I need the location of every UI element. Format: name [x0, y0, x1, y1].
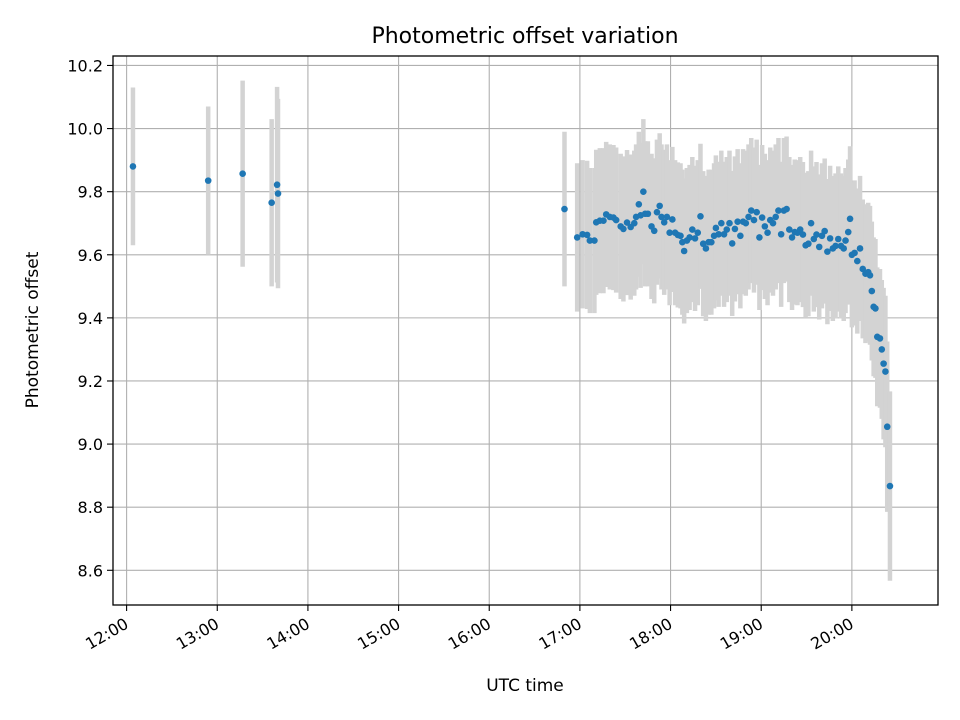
- data-point: [669, 216, 676, 223]
- y-tick-label: 9.0: [78, 435, 103, 454]
- y-tick-label: 8.8: [78, 498, 103, 517]
- data-point: [827, 235, 834, 242]
- data-point: [274, 181, 281, 188]
- data-point: [561, 206, 568, 213]
- y-tick-label: 10.2: [67, 56, 103, 75]
- y-tick-label: 9.4: [78, 309, 103, 328]
- data-point: [130, 163, 137, 170]
- data-point: [737, 233, 744, 240]
- data-point: [808, 220, 815, 227]
- data-point: [239, 170, 246, 177]
- data-point: [743, 220, 750, 227]
- data-point: [703, 245, 710, 252]
- data-point: [759, 214, 766, 221]
- data-point: [835, 236, 842, 243]
- data-point: [723, 226, 730, 233]
- data-point: [640, 188, 647, 195]
- data-point: [636, 201, 643, 208]
- data-point: [805, 240, 812, 247]
- data-point: [857, 245, 864, 252]
- data-point: [884, 423, 891, 430]
- y-tick-label: 9.2: [78, 372, 103, 391]
- data-point: [840, 245, 847, 252]
- data-point: [872, 305, 879, 312]
- data-point: [854, 258, 861, 265]
- data-point: [692, 235, 699, 242]
- y-tick-label: 10.0: [67, 120, 103, 139]
- data-point: [694, 229, 701, 236]
- data-point: [867, 272, 874, 279]
- data-point: [726, 220, 733, 227]
- data-point: [813, 231, 820, 238]
- data-point: [620, 226, 627, 233]
- data-point: [756, 234, 763, 241]
- y-tick-label: 9.6: [78, 246, 103, 265]
- data-point: [718, 220, 725, 227]
- y-axis-label: Photometric offset: [23, 251, 43, 408]
- data-point: [729, 240, 736, 247]
- data-point: [591, 237, 598, 244]
- data-point: [751, 217, 758, 224]
- data-point: [732, 226, 739, 233]
- data-point: [887, 483, 894, 490]
- data-point: [842, 237, 849, 244]
- data-point: [762, 223, 769, 230]
- data-point: [651, 227, 658, 234]
- data-point: [878, 346, 885, 353]
- data-point: [764, 229, 771, 236]
- data-point: [770, 220, 777, 227]
- data-point: [268, 199, 275, 206]
- data-point: [816, 244, 823, 251]
- data-point: [713, 225, 720, 232]
- data-point: [681, 248, 688, 255]
- y-tick-label: 8.6: [78, 561, 103, 580]
- x-axis-label: UTC time: [486, 676, 564, 696]
- data-point: [631, 220, 638, 227]
- data-point: [847, 216, 854, 223]
- y-tick-label: 9.8: [78, 183, 103, 202]
- chart-title: Photometric offset variation: [371, 24, 678, 49]
- data-point: [205, 177, 212, 184]
- data-point: [821, 228, 828, 235]
- data-point: [869, 288, 876, 295]
- data-point: [697, 213, 704, 220]
- data-point: [800, 231, 807, 238]
- data-point: [845, 229, 852, 236]
- data-point: [877, 335, 884, 342]
- data-point: [882, 368, 889, 375]
- data-point: [656, 203, 663, 210]
- data-point: [772, 214, 779, 221]
- data-point: [613, 217, 620, 224]
- data-point: [677, 233, 684, 240]
- data-point: [645, 210, 652, 217]
- data-point: [783, 206, 790, 213]
- data-point: [753, 209, 760, 216]
- data-point: [275, 190, 282, 197]
- data-point: [600, 217, 607, 224]
- data-point: [584, 232, 591, 239]
- data-point: [851, 250, 858, 257]
- data-point: [708, 239, 715, 246]
- data-point: [880, 360, 887, 367]
- data-point: [778, 231, 785, 238]
